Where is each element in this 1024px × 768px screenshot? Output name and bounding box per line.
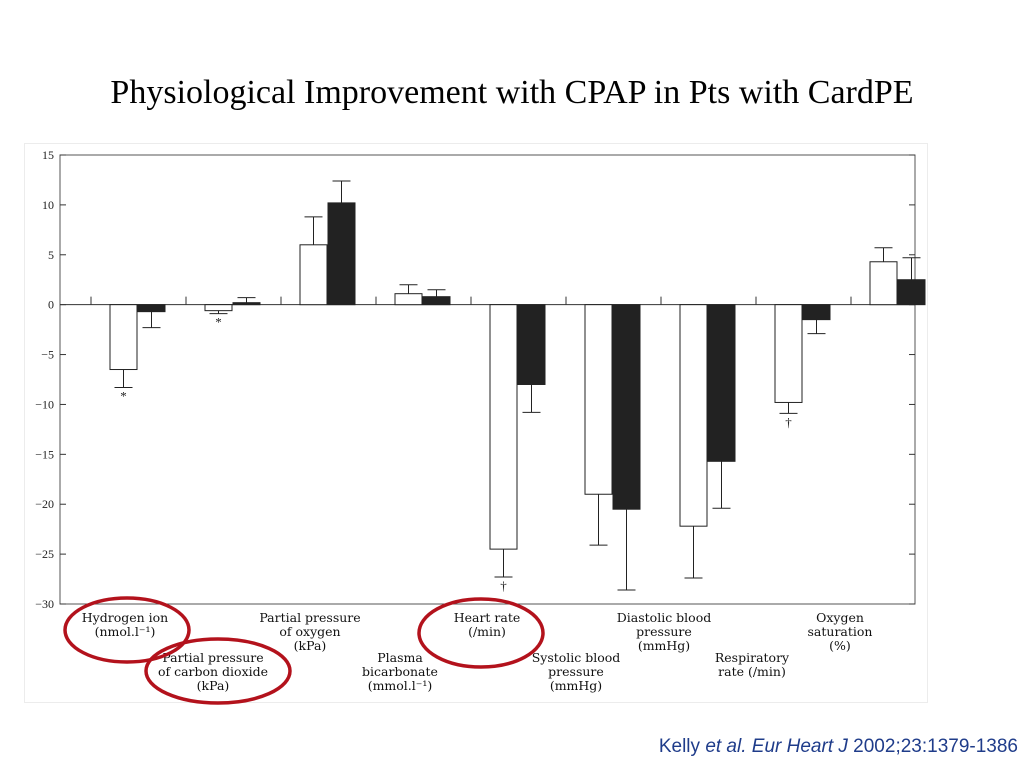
y-tick-label: −10	[35, 397, 54, 411]
bar-s0-dbp	[679, 304, 708, 527]
y-tick-label: −20	[35, 497, 54, 511]
bar-s1-rr	[802, 304, 831, 321]
bar-s0-sat	[869, 261, 898, 306]
y-tick-label: −15	[35, 447, 54, 461]
citation-etal: et al.	[705, 736, 747, 757]
category-labels: Hydrogen ion (nmol.l⁻¹) Partial pressure of…	[82, 610, 873, 693]
category-label-hydrogen: Hydrogen ion (nmol.l⁻¹)	[82, 610, 168, 639]
category-label-hr: Heart rate (/min)	[454, 610, 521, 639]
bar-s0-bicarb	[394, 293, 423, 306]
slide-title: Physiological Improvement with CPAP in P…	[110, 74, 914, 111]
bar-s1-sbp	[612, 304, 641, 510]
highlight-circles	[63, 596, 545, 705]
citation: Kelly et al. Eur Heart J 2002;23:1379-13…	[659, 736, 1018, 758]
bar-s0-hr	[489, 304, 518, 550]
y-tick-label: 0	[48, 298, 54, 312]
bar-s1-pco2	[232, 302, 261, 306]
bar-s1-po2	[327, 202, 356, 306]
significance-marker: *	[215, 315, 222, 330]
y-tick-label: 15	[42, 148, 54, 162]
highlight-circle-hr	[417, 597, 545, 669]
bar-s0-po2	[299, 244, 328, 306]
plot-frame	[59, 154, 916, 605]
citation-journal: Eur Heart J	[751, 736, 848, 757]
significance-marker: †	[500, 578, 507, 593]
chart-bars: * * † †	[109, 180, 926, 593]
bar-s0-sbp	[584, 304, 613, 495]
bar-s1-hydrogen	[137, 304, 166, 313]
y-tick-label: −25	[35, 547, 54, 561]
y-tick-label: 10	[42, 198, 54, 212]
bar-s1-sat	[897, 279, 926, 306]
significance-marker: *	[120, 388, 127, 403]
highlight-circle-hydrogen	[63, 596, 191, 664]
bar-s0-hydrogen	[109, 304, 138, 371]
category-label-po2: Partial pressure of oxygen (kPa)	[259, 610, 360, 653]
bar-s1-bicarb	[422, 296, 451, 306]
category-label-bicarb: Plasma bicarbonate (mmol.l⁻¹)	[362, 650, 438, 693]
citation-ref: 2002;23:1379-1386	[853, 736, 1018, 757]
bar-s1-dbp	[707, 304, 736, 462]
chart-axes: 15 10 5 0 −5 −10 −15 −20 −25 −30	[35, 148, 916, 611]
category-label-sat: Oxygen saturation (%)	[808, 610, 873, 653]
bar-s0-pco2	[204, 304, 233, 312]
category-label-rr: Respiratory rate (/min)	[715, 650, 790, 679]
citation-author: Kelly	[658, 736, 701, 757]
category-label-dbp: Diastolic blood pressure (mmHg)	[617, 610, 711, 653]
bar-s1-hr	[517, 304, 546, 385]
y-tick-label: 5	[48, 248, 54, 262]
significance-marker: †	[785, 414, 792, 429]
category-label-sbp: Systolic blood pressure (mmHg)	[532, 650, 621, 693]
bar-s0-rr	[774, 304, 803, 403]
y-tick-label: −30	[35, 597, 54, 611]
category-label-pco2: Partial pressure of carbon dioxide (kPa)	[158, 650, 268, 693]
highlight-circle-pco2	[144, 637, 292, 705]
y-tick-label: −5	[41, 348, 54, 362]
